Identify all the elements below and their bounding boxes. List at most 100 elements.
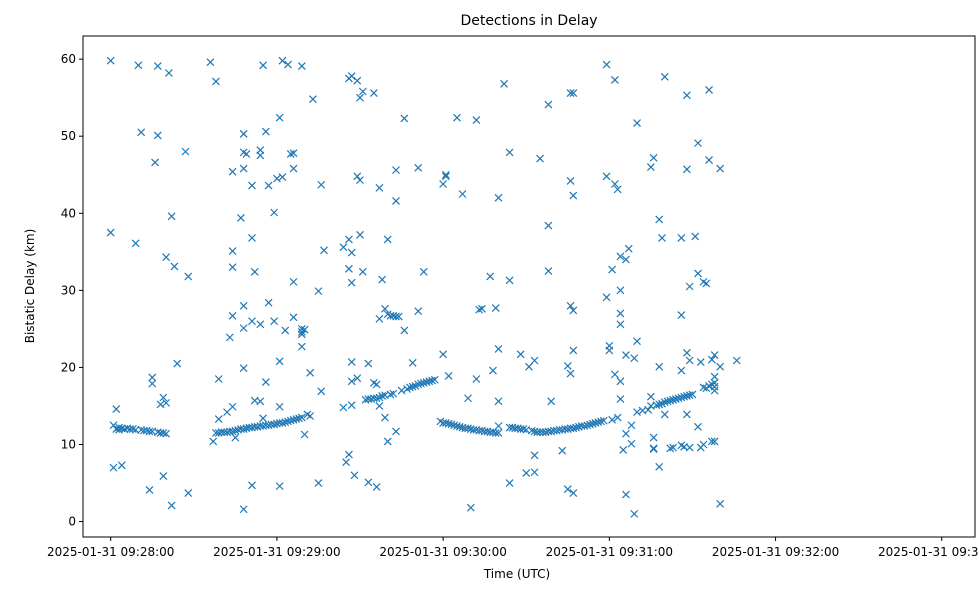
data-point — [583, 421, 592, 430]
y-tick-label: 60 — [61, 52, 76, 66]
data-point — [702, 279, 711, 288]
data-point — [278, 419, 287, 427]
data-point — [159, 472, 168, 481]
data-point — [677, 234, 686, 242]
y-tick-label: 0 — [68, 515, 76, 529]
data-point — [616, 252, 625, 261]
data-point — [705, 86, 713, 94]
data-point — [453, 113, 461, 122]
data-point — [613, 413, 622, 422]
data-point — [649, 444, 658, 453]
data-point — [120, 425, 129, 434]
data-point — [345, 235, 353, 244]
data-point — [630, 354, 639, 363]
data-point — [663, 397, 672, 406]
data-point — [300, 325, 309, 334]
data-point — [383, 437, 392, 446]
data-point — [660, 410, 669, 419]
data-point — [597, 417, 605, 426]
data-point — [383, 235, 392, 244]
data-point — [297, 342, 306, 351]
x-axis-label: Time (UTC) — [483, 567, 550, 581]
data-point — [162, 429, 171, 438]
data-point — [256, 151, 265, 160]
x-tick-label: 2025-01-31 09:28:00 — [47, 545, 174, 559]
x-axis: 2025-01-31 09:28:00 2025-01-31 09:29:00 20… — [47, 537, 979, 559]
data-point — [239, 364, 248, 373]
data-point — [586, 420, 594, 429]
data-point — [536, 428, 545, 437]
data-point — [669, 395, 677, 404]
data-point — [275, 402, 284, 411]
data-point — [707, 355, 716, 364]
data-point — [261, 378, 270, 386]
data-point — [608, 415, 617, 424]
data-point — [674, 394, 683, 403]
data-point — [475, 305, 484, 314]
data-point — [300, 430, 309, 439]
data-point — [259, 414, 267, 423]
data-point — [228, 402, 237, 411]
data-point — [228, 167, 237, 176]
data-point — [627, 421, 636, 430]
data-point — [408, 358, 417, 367]
data-point — [381, 413, 389, 422]
data-point — [358, 87, 367, 96]
data-point — [228, 311, 237, 320]
data-point — [649, 433, 658, 442]
data-point — [272, 174, 281, 183]
data-point — [297, 413, 306, 422]
data-point — [256, 397, 265, 406]
data-point — [358, 267, 367, 276]
data-point — [444, 371, 453, 380]
data-point — [716, 164, 725, 173]
data-point — [505, 148, 514, 157]
data-point — [228, 263, 237, 272]
data-point — [505, 479, 514, 487]
data-point — [566, 369, 575, 378]
data-point — [669, 443, 677, 452]
data-point — [286, 150, 295, 158]
data-point — [239, 324, 248, 333]
y-tick-label: 30 — [61, 283, 76, 297]
x-tick-label: 2025-01-31 09:33:00 — [878, 545, 979, 559]
data-point — [644, 405, 653, 414]
data-point — [649, 153, 658, 162]
data-point — [353, 374, 362, 383]
data-point — [386, 390, 395, 399]
data-point — [685, 391, 694, 400]
data-point — [264, 181, 273, 190]
data-point — [694, 269, 702, 278]
data-point — [569, 424, 578, 433]
data-point — [217, 428, 226, 437]
data-point — [494, 422, 503, 430]
data-point — [491, 304, 500, 313]
data-point — [602, 60, 611, 69]
data-point — [530, 451, 539, 460]
data-point — [655, 400, 664, 409]
data-point — [159, 429, 168, 437]
plot-frame — [82, 35, 976, 538]
data-point — [231, 426, 240, 435]
chart-title: Detections in Delay — [460, 13, 597, 29]
data-point — [536, 154, 545, 163]
data-point — [505, 276, 514, 285]
data-point — [619, 445, 628, 454]
data-point — [710, 437, 719, 446]
data-point — [306, 412, 315, 420]
data-point — [677, 393, 686, 402]
data-point — [242, 150, 251, 158]
data-point — [732, 356, 741, 365]
data-point — [270, 420, 279, 429]
data-point — [682, 165, 691, 174]
data-point — [289, 313, 298, 322]
data-point — [444, 419, 453, 428]
data-point — [164, 69, 173, 77]
data-point — [707, 437, 716, 446]
data-point — [345, 450, 353, 459]
data-point — [694, 139, 702, 148]
data-point — [428, 376, 436, 385]
data-point — [295, 414, 303, 423]
data-point — [655, 215, 664, 224]
data-point — [128, 425, 137, 434]
